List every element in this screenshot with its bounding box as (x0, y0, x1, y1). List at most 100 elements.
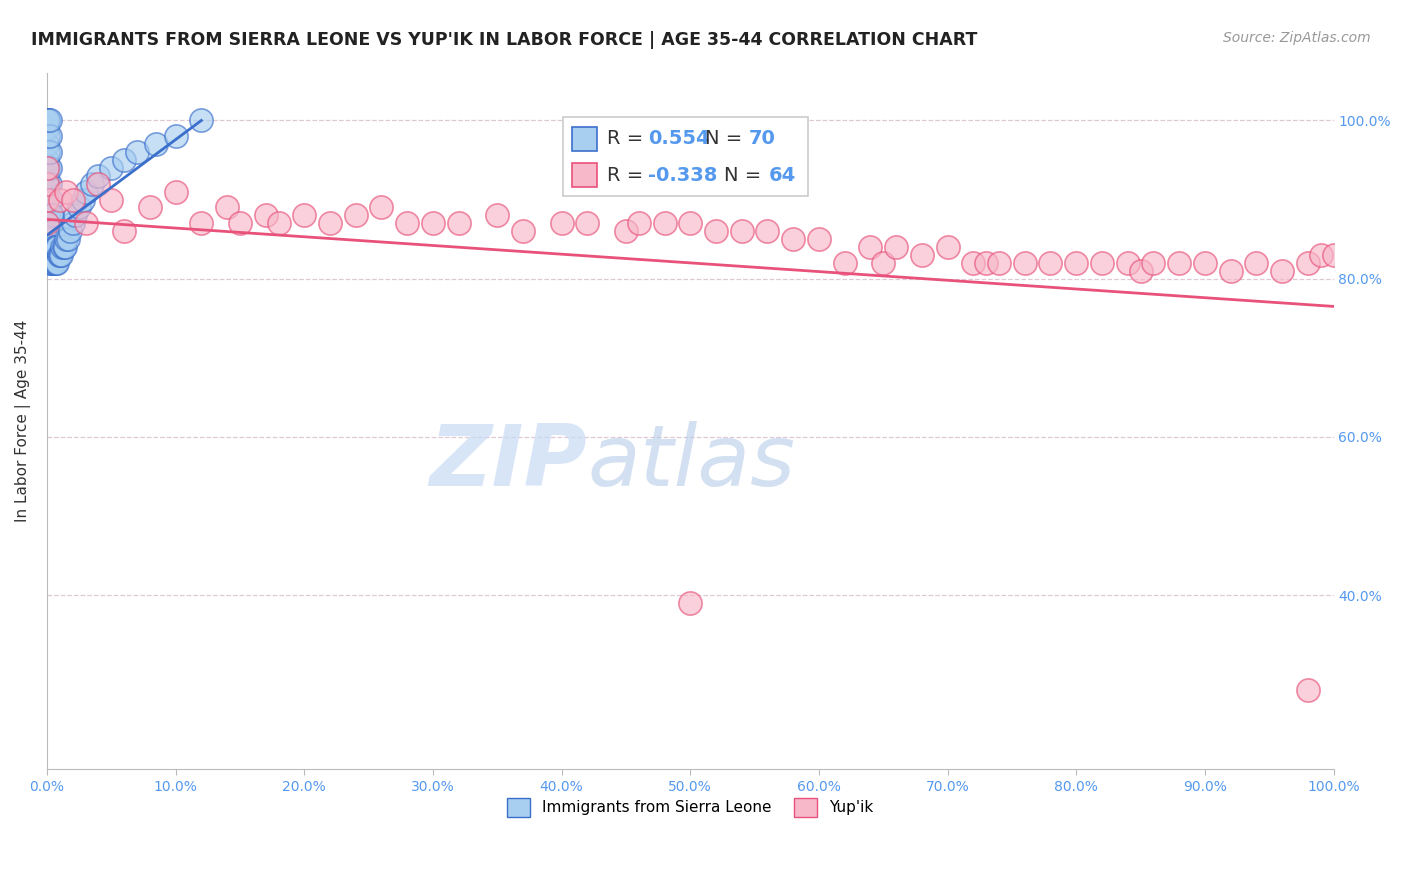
Point (679, 596, 702, 610)
Point (512, 224, 534, 238)
Point (1309, 248, 1331, 262)
Point (42, 224, 65, 238)
Point (37, 224, 59, 238)
Text: 70: 70 (749, 129, 776, 148)
Point (654, 216, 676, 230)
Y-axis label: In Labor Force | Age 35-44: In Labor Force | Age 35-44 (15, 320, 31, 523)
Point (1091, 256, 1114, 270)
Point (1194, 256, 1216, 270)
Point (42, 240, 65, 254)
Point (1039, 256, 1062, 270)
Point (1168, 256, 1191, 270)
FancyBboxPatch shape (562, 118, 808, 196)
Point (486, 208, 509, 222)
Point (35, 169, 58, 183)
Text: 0.554: 0.554 (648, 129, 710, 148)
Point (45, 240, 67, 254)
Text: atlas: atlas (588, 421, 796, 504)
Point (447, 216, 470, 230)
Point (55, 185, 77, 199)
Point (35, 193, 58, 207)
Point (125, 145, 148, 160)
Point (46, 256, 69, 270)
Point (217, 201, 239, 215)
Point (344, 208, 367, 222)
Point (41, 240, 63, 254)
Point (550, 216, 572, 230)
Point (62, 216, 84, 230)
Legend: Immigrants from Sierra Leone, Yup'ik: Immigrants from Sierra Leone, Yup'ik (499, 790, 882, 824)
FancyBboxPatch shape (572, 163, 598, 186)
Point (35, 201, 58, 215)
Point (45, 256, 67, 270)
Point (39, 224, 62, 238)
Point (576, 216, 599, 230)
Point (72, 193, 94, 207)
Point (49, 248, 72, 262)
Text: R =: R = (607, 129, 650, 148)
Point (35, 216, 58, 230)
Point (100, 193, 122, 207)
Point (42, 256, 65, 270)
Point (1219, 264, 1241, 278)
Point (38, 240, 60, 254)
Point (41, 208, 63, 222)
Point (41, 224, 63, 238)
Point (37, 240, 59, 254)
Point (1129, 264, 1152, 278)
Point (627, 216, 650, 230)
Point (49, 248, 72, 262)
Point (1322, 248, 1344, 262)
Point (704, 224, 727, 238)
Point (319, 216, 342, 230)
Point (1246, 256, 1268, 270)
Point (145, 137, 167, 152)
Point (55, 232, 77, 246)
Point (35, 113, 58, 128)
Point (37, 145, 59, 160)
Text: N =: N = (724, 166, 768, 185)
Point (267, 216, 290, 230)
Point (834, 256, 856, 270)
Point (38, 256, 60, 270)
Point (422, 216, 444, 230)
Point (988, 256, 1011, 270)
Point (35, 121, 58, 136)
Text: R =: R = (607, 166, 650, 185)
Point (35, 216, 58, 230)
Point (936, 240, 959, 254)
Point (59, 224, 82, 238)
Point (49, 193, 72, 207)
Point (859, 240, 882, 254)
Point (1116, 256, 1139, 270)
Point (35, 185, 58, 199)
Point (35, 153, 58, 167)
Point (67, 201, 90, 215)
Point (396, 216, 419, 230)
Point (38, 224, 60, 238)
Point (1296, 256, 1319, 270)
Point (1064, 256, 1087, 270)
Point (62, 193, 84, 207)
Point (39, 208, 62, 222)
Point (35, 113, 58, 128)
Point (87, 169, 110, 183)
Point (75, 185, 97, 199)
FancyBboxPatch shape (572, 127, 598, 151)
Point (38, 129, 60, 144)
Point (756, 224, 779, 238)
Point (962, 256, 984, 270)
Point (139, 201, 162, 215)
Point (39, 256, 62, 270)
Point (37, 161, 59, 175)
Point (38, 145, 60, 160)
Point (51, 240, 73, 254)
Point (731, 224, 754, 238)
Point (254, 208, 277, 222)
Point (190, 113, 212, 128)
Point (872, 256, 894, 270)
Text: N =: N = (704, 129, 748, 148)
Point (44, 256, 66, 270)
Text: ZIP: ZIP (430, 421, 588, 504)
Point (48, 248, 70, 262)
